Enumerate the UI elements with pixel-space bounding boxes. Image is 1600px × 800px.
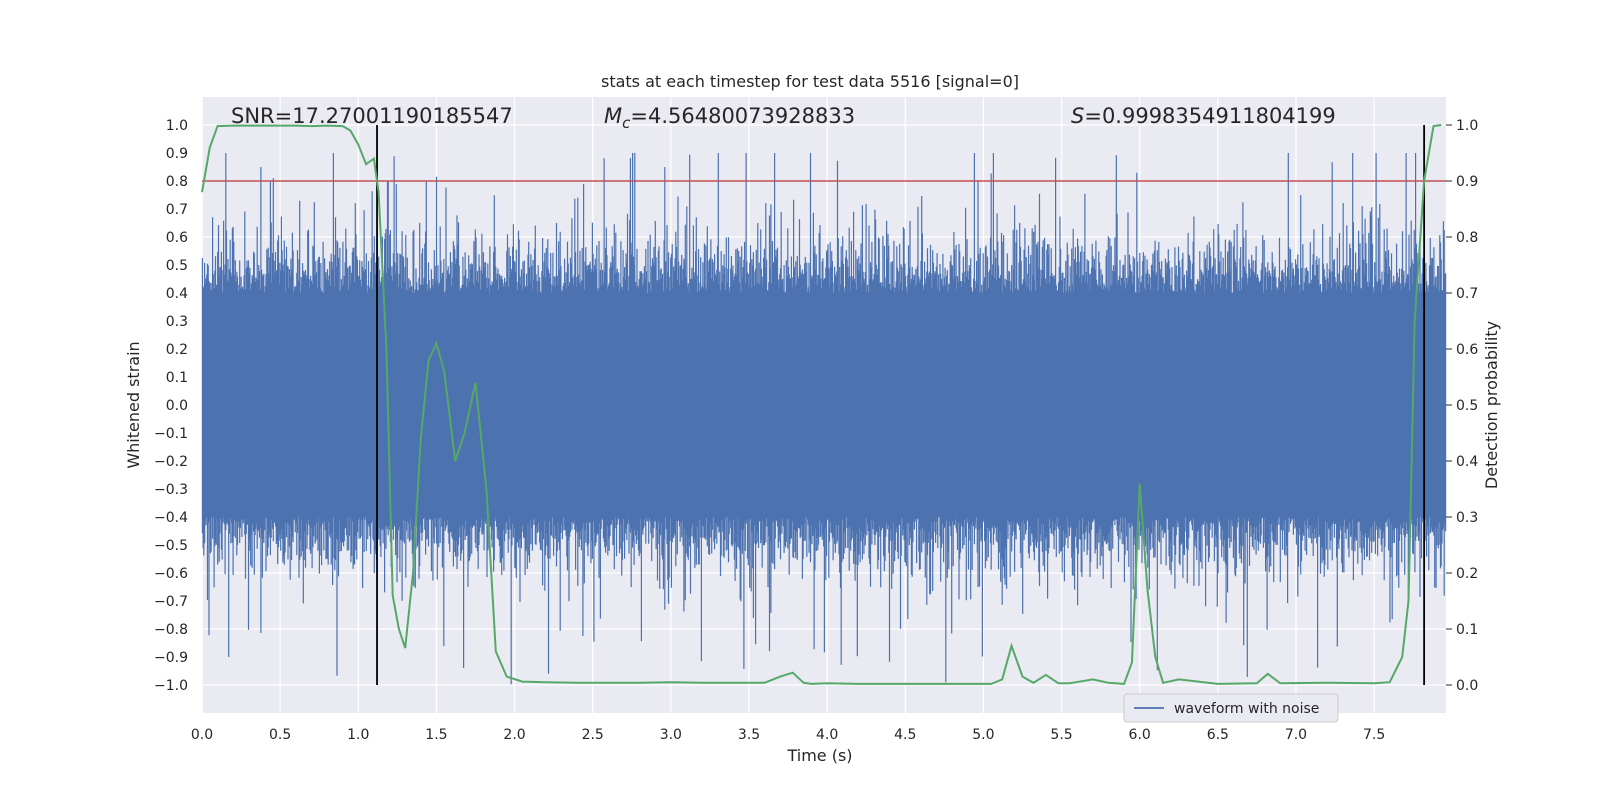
x-tick-label: 1.5 — [425, 727, 447, 743]
y-left-tick-label: −0.5 — [154, 538, 188, 554]
x-tick-label: 1.0 — [347, 727, 369, 743]
x-tick-label: 6.5 — [1207, 727, 1229, 743]
chirp-mass-symbol: M — [604, 104, 622, 128]
waveform-with-noise-series — [201, 153, 1447, 685]
chirp-mass-subscript: c — [622, 114, 631, 132]
x-tick-label: 3.0 — [660, 727, 682, 743]
y-right-tick-label: 0.7 — [1456, 286, 1478, 302]
y-left-tick-label: 0.5 — [166, 258, 188, 274]
x-tick-label: 7.5 — [1363, 727, 1385, 743]
x-tick-label: 4.0 — [816, 727, 838, 743]
y-left-tick-label: −0.8 — [154, 622, 188, 638]
y-right-tick-label: 0.0 — [1456, 678, 1478, 694]
y-left-tick-label: 0.0 — [166, 398, 188, 414]
y-left-tick-label: −0.9 — [154, 650, 188, 666]
snr-annotation: SNR=17.27001190185547 — [231, 104, 513, 128]
y-left-tick-label: −0.3 — [154, 482, 188, 498]
legend-box — [1123, 693, 1339, 723]
y-left-tick-label: 0.4 — [166, 286, 188, 302]
detection-probability-series — [201, 124, 1442, 685]
chirp-mass-annotation: Mc=4.56480073928833 — [604, 104, 855, 132]
y-right-tick-label: 0.3 — [1456, 510, 1478, 526]
y-left-tick-label: −0.4 — [154, 510, 188, 526]
y-right-tick-label: 0.9 — [1456, 174, 1478, 190]
x-axis-label: Time (s) — [786, 746, 852, 765]
y-left-tick-label: 0.3 — [166, 314, 188, 330]
y-axis-right-label: Detection probability — [1482, 321, 1501, 489]
y-left-tick-label: 0.9 — [166, 146, 188, 162]
y-right-tick-label: 0.1 — [1456, 622, 1478, 638]
y-left-tick-label: −0.2 — [154, 454, 188, 470]
x-tick-label: 5.5 — [1050, 727, 1072, 743]
y-right-tick-label: 0.2 — [1456, 566, 1478, 582]
y-left-tick-label: 0.8 — [166, 174, 188, 190]
x-tick-label: 7.0 — [1285, 727, 1307, 743]
score-annotation: S=0.9998354911804199 — [1071, 104, 1336, 128]
x-tick-label: 6.0 — [1129, 727, 1151, 743]
chart-title: stats at each timestep for test data 551… — [601, 72, 1019, 91]
legend: waveform with noise — [1123, 693, 1339, 723]
y-right-tick-label: 0.5 — [1456, 398, 1478, 414]
y-left-tick-label: 0.1 — [166, 370, 188, 386]
x-tick-label: 4.5 — [894, 727, 916, 743]
score-value: =0.9998354911804199 — [1084, 104, 1335, 128]
y-left-tick-label: 0.2 — [166, 342, 188, 358]
chirp-mass-value: =4.56480073928833 — [630, 104, 855, 128]
y-left-tick-label: −0.6 — [154, 566, 188, 582]
x-tick-label: 2.5 — [582, 727, 604, 743]
y-left-tick-label: 0.6 — [166, 230, 188, 246]
x-tick-label: 3.5 — [738, 727, 760, 743]
y-left-tick-label: −0.7 — [154, 594, 188, 610]
score-symbol: S — [1071, 104, 1084, 128]
x-tick-label: 2.0 — [503, 727, 525, 743]
y-right-tick-label: 1.0 — [1456, 118, 1478, 134]
x-tick-label: 0.0 — [191, 727, 213, 743]
y-right-tick-label: 0.6 — [1456, 342, 1478, 358]
x-tick-label: 5.0 — [972, 727, 994, 743]
y-left-tick-label: −1.0 — [154, 678, 188, 694]
y-right-tick-label: 0.4 — [1456, 454, 1478, 470]
y-right-tick-label: 0.8 — [1456, 230, 1478, 246]
y-left-tick-label: −0.1 — [154, 426, 188, 442]
y-left-tick-label: 0.7 — [166, 202, 188, 218]
x-tick-label: 0.5 — [269, 727, 291, 743]
legend-label-waveform: waveform with noise — [1174, 701, 1319, 717]
y-left-tick-label: 1.0 — [166, 118, 188, 134]
y-axis-left-label: Whitened strain — [124, 341, 143, 468]
